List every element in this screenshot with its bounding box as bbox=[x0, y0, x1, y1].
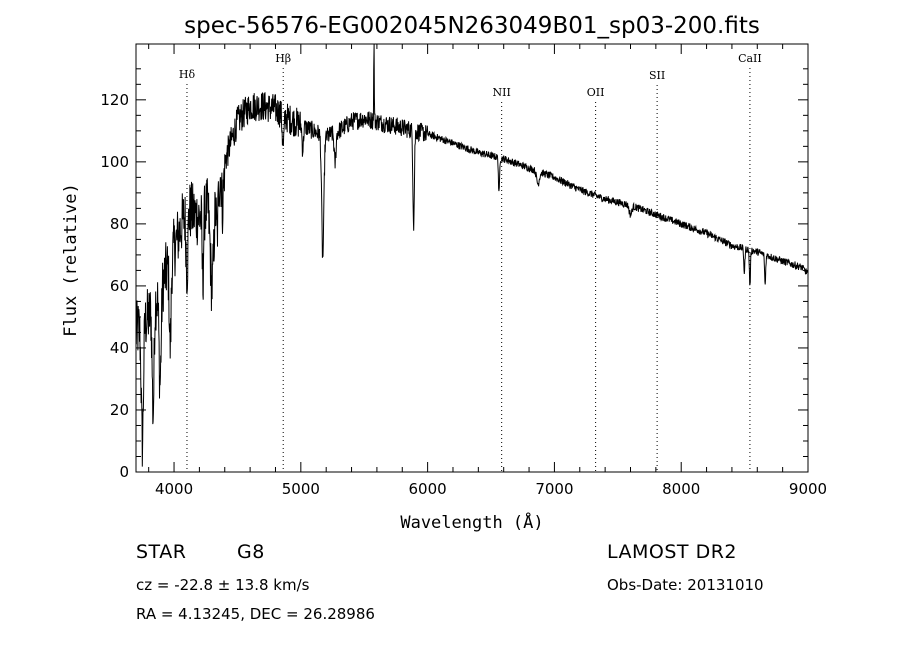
chart-title: spec-56576-EG002045N263049B01_sp03-200.f… bbox=[184, 13, 760, 39]
y-tick-label: 60 bbox=[110, 277, 129, 295]
axes: 4000 5000 6000 7000 8000 9000 0 20 40 60 80 100 120 bbox=[100, 43, 827, 498]
x-tick-label: 5000 bbox=[282, 480, 320, 498]
y-tick-label: 0 bbox=[119, 463, 129, 481]
x-tick-label: 8000 bbox=[662, 480, 700, 498]
y-tick-label: 100 bbox=[100, 153, 129, 171]
plot-frame bbox=[135, 43, 809, 473]
y-tick-label: 80 bbox=[110, 215, 129, 233]
spectrum-line bbox=[135, 43, 809, 467]
x-tick-label: 6000 bbox=[409, 480, 447, 498]
line-marker-label: Hβ bbox=[275, 52, 291, 65]
x-axis-label: Wavelength (Å) bbox=[400, 511, 543, 533]
line-marker-label: Hδ bbox=[179, 68, 196, 81]
y-tick-label: 40 bbox=[110, 339, 129, 357]
line-marker-label: SII bbox=[649, 69, 665, 82]
y-tick-label: 120 bbox=[100, 91, 129, 109]
object-class: STAR bbox=[136, 541, 187, 563]
coordinates: RA = 4.13245, DEC = 26.28986 bbox=[136, 605, 375, 623]
x-tick-label: 9000 bbox=[789, 480, 827, 498]
x-tick-label: 7000 bbox=[535, 480, 573, 498]
line-marker-label: NII bbox=[493, 86, 511, 99]
survey-name: LAMOST DR2 bbox=[607, 541, 737, 563]
object-subclass: G8 bbox=[237, 541, 265, 563]
observation-date: Obs-Date: 20131010 bbox=[607, 576, 764, 594]
line-markers: Hδ Hβ NII OII SII CaII bbox=[179, 52, 762, 472]
line-marker-label: OII bbox=[587, 86, 605, 99]
line-marker-label: CaII bbox=[738, 52, 762, 65]
y-axis-label: Flux (relative) bbox=[61, 183, 81, 337]
redshift-cz: cz = -22.8 ± 13.8 km/s bbox=[136, 576, 310, 594]
x-tick-label: 4000 bbox=[155, 480, 193, 498]
y-tick-label: 20 bbox=[110, 401, 129, 419]
